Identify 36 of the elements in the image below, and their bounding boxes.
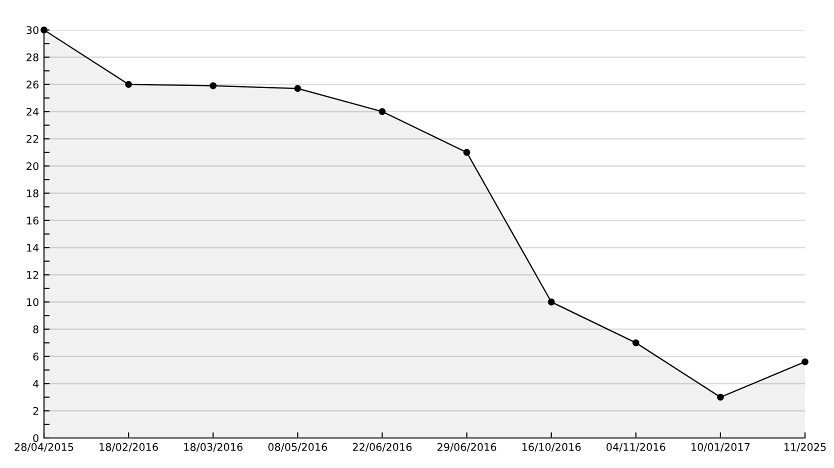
y-tick-label: 10	[27, 298, 38, 306]
point	[632, 339, 640, 346]
point	[125, 80, 132, 88]
x-tick-label: 08/05/2016	[268, 443, 328, 452]
y-tick-label: 16	[27, 216, 38, 225]
point	[378, 108, 386, 116]
y-tick-label: 22	[26, 135, 38, 143]
y-tick-label: 20	[26, 162, 38, 170]
y-tick-label: 0	[33, 434, 38, 442]
x-tick-label: 22/06/2016	[352, 443, 412, 452]
y-tick-label: 18	[27, 189, 38, 198]
point	[210, 82, 217, 90]
y-tick-label: 6	[33, 352, 38, 361]
x-tick-label: 18/02/2016	[100, 443, 158, 452]
point	[294, 85, 302, 92]
x-tick-label: 18/03/2016	[184, 443, 242, 452]
y-tick-label: 26	[26, 80, 38, 89]
point	[463, 148, 470, 156]
x-tick-label: 10/01/2017	[692, 443, 750, 452]
point	[40, 26, 48, 34]
y-tick-label: 30	[26, 26, 38, 34]
point	[548, 298, 555, 306]
x-tick-label: 29/06/2016	[438, 443, 496, 452]
y-tick-label: 14	[27, 244, 39, 252]
x-tick-label: 11/2025	[784, 443, 826, 452]
point	[802, 358, 808, 366]
point	[716, 394, 724, 401]
y-tick-label: 4	[33, 380, 39, 388]
y-tick-label: 12	[27, 271, 38, 279]
x-tick-label: 28/04/2015	[14, 443, 74, 452]
x-tick-label: 04/11/2016	[606, 443, 666, 452]
x-tick-label: 16/10/2016	[522, 443, 581, 452]
y-tick-label: 2	[33, 407, 38, 415]
y-tick-label: 8	[33, 325, 38, 334]
y-tick-label: 24	[26, 108, 39, 116]
y-tick-label: 28	[26, 53, 38, 62]
